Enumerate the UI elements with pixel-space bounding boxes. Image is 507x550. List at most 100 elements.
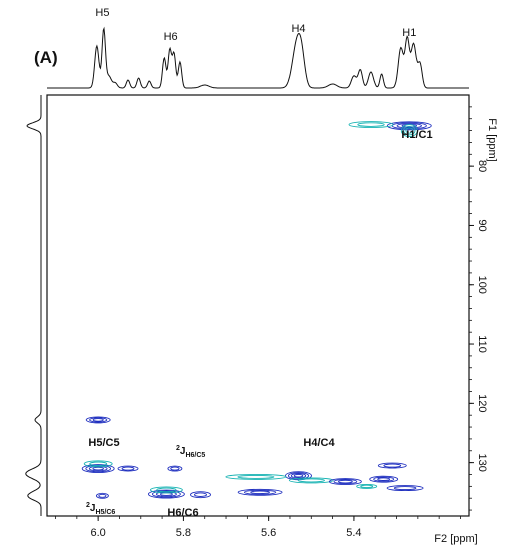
contour-ring [237, 474, 275, 479]
contour-ring [81, 464, 115, 474]
y-tick-label: 100 [476, 276, 488, 294]
j-h6c5-subscript: H6/C5 [185, 452, 205, 459]
contour-ring [357, 122, 385, 127]
contour-ring [194, 492, 207, 497]
cross-peak [117, 465, 139, 472]
x-tick-label: 5.6 [261, 527, 276, 539]
contour-ring [156, 487, 177, 493]
j-h6c5-main: J [180, 446, 186, 457]
proton-labels: H5 H6 H4 H1 [95, 7, 416, 43]
cross-peak [237, 488, 283, 496]
contour-ring [297, 478, 325, 483]
contour-ring [89, 461, 108, 467]
contour-ring [293, 473, 304, 478]
y-axis-title: F1 [ppm] [486, 118, 498, 161]
cross-peak [400, 124, 418, 138]
cross-peak [81, 464, 115, 474]
contour-ring [170, 466, 180, 471]
peak-label-2j-h6c5: 2JH6/C5 [176, 445, 205, 459]
contour-ring [121, 466, 135, 471]
contour-ring [405, 127, 414, 134]
cross-peak [167, 465, 183, 472]
contour-ring [95, 492, 109, 499]
x-tick-label: 6.0 [91, 527, 106, 539]
j-h6c5-superscript: 2 [176, 445, 180, 452]
contour-ring [149, 486, 183, 494]
contour-ring [98, 493, 107, 498]
contour-ring [151, 490, 181, 498]
contour-ring [386, 121, 432, 131]
contour-ring [393, 486, 417, 491]
j-h5c6-superscript: 2 [86, 502, 90, 509]
y-tick-label: 80 [476, 160, 488, 172]
contour-ring [333, 479, 358, 485]
contour-ring [243, 489, 277, 495]
contour-ring [356, 483, 378, 489]
left-1d-carbon-trace [25, 95, 42, 516]
proton-label: H4 [291, 23, 305, 35]
cross-peak [83, 460, 113, 468]
y-tick-label: 120 [476, 394, 488, 412]
contour-ring [190, 491, 211, 499]
proton-label: H5 [95, 7, 109, 19]
peak-label-h4c4: H4/C4 [303, 437, 335, 449]
peak-label-h5c5: H5/C5 [88, 437, 119, 449]
top-1d-proton-trace [47, 26, 469, 89]
contour-ring [92, 466, 104, 471]
contour-ring [92, 418, 104, 422]
contour-ring [288, 477, 334, 484]
contour-ring [328, 478, 362, 486]
x-tick-label: 5.8 [176, 527, 191, 539]
cross-peak [225, 473, 287, 480]
y-tick-label: 130 [476, 453, 488, 471]
y-tick-label: 90 [476, 219, 488, 231]
cross-peak [190, 491, 211, 499]
contour-ring [167, 465, 183, 472]
cross-peak [149, 486, 183, 494]
cross-peak [85, 416, 111, 424]
peak-label-h1c1: H1/C1 [401, 129, 432, 141]
plot-frame [46, 94, 470, 517]
contour-ring [147, 489, 185, 499]
x-axis-ticks: 6.0 5.8 5.6 5.4 [55, 516, 461, 539]
j-h5c6-main: J [90, 503, 96, 514]
cross-peak [147, 489, 185, 499]
contour-ring [377, 477, 391, 481]
contour-ring [338, 479, 353, 484]
cross-peak [328, 478, 362, 486]
cross-peak [348, 121, 394, 129]
contour-ring [386, 485, 424, 492]
panel-label: (A) [34, 48, 58, 67]
contour-ring [237, 488, 283, 496]
contour-ring [348, 121, 394, 129]
peak-label-h6c6: H6/C6 [167, 507, 198, 519]
cross-peak [369, 475, 399, 483]
contour-ring [383, 463, 402, 468]
cross-peak-contours [81, 121, 432, 499]
contour-ring [400, 124, 418, 138]
contour-ring [225, 473, 287, 480]
contour-ring [83, 460, 113, 468]
cross-peak [377, 462, 407, 469]
contour-ring [117, 465, 139, 472]
contour-ring [89, 417, 108, 423]
j-h5c6-subscript: H5/C6 [95, 509, 115, 516]
peak-label-2j-h5c6: 2JH5/C6 [86, 502, 115, 516]
contour-ring [369, 475, 399, 483]
x-tick-label: 5.4 [346, 527, 361, 539]
proton-label: H6 [164, 31, 178, 43]
contour-ring [85, 416, 111, 424]
cross-peak [95, 492, 109, 499]
y-axis-ticks: 80 90 100 110 120 130 [469, 106, 488, 511]
contour-ring [403, 125, 416, 136]
y-tick-label: 110 [476, 335, 488, 353]
proton-label: H1 [402, 27, 416, 39]
contour-ring [377, 462, 407, 469]
cross-peak [288, 477, 334, 484]
x-axis-title: F2 [ppm] [434, 533, 477, 545]
cross-peak [386, 485, 424, 492]
contour-ring [373, 476, 395, 482]
cross-peak [356, 483, 378, 489]
contour-ring [360, 484, 374, 489]
